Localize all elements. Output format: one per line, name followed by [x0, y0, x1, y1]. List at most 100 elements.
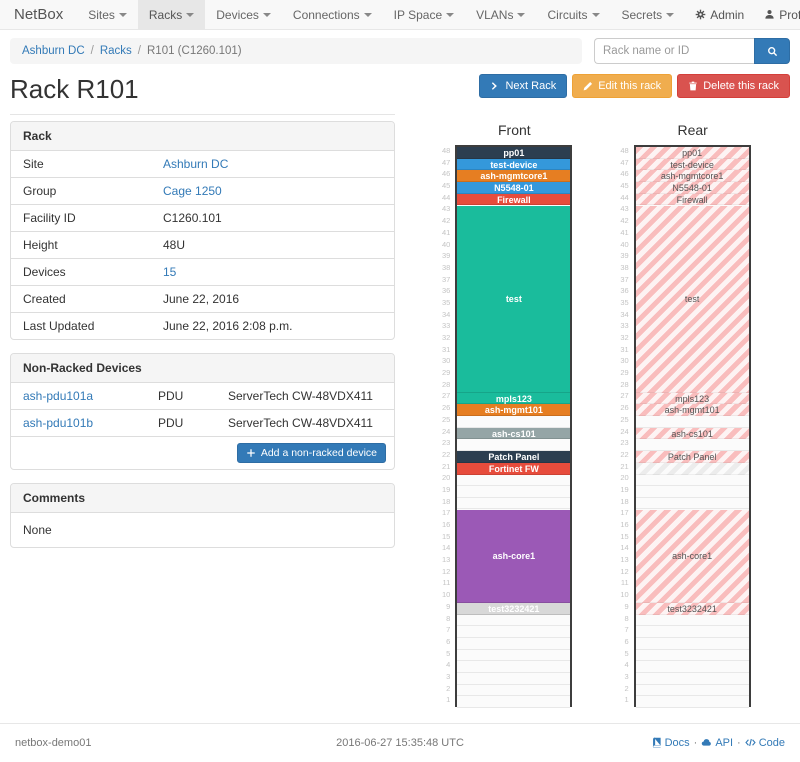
- rack-device-test[interactable]: test: [635, 205, 749, 393]
- next-rack-button[interactable]: Next Rack: [479, 74, 568, 98]
- rack-device-n5548-01[interactable]: N5548-01: [635, 182, 749, 194]
- rack-device-mpls123[interactable]: mpls123: [457, 392, 571, 405]
- empty-unit-slot[interactable]: [635, 661, 749, 673]
- empty-unit-slot[interactable]: [635, 637, 749, 650]
- rack-device-pp01[interactable]: pp01: [457, 147, 571, 159]
- empty-unit-slot[interactable]: [457, 637, 571, 650]
- rack-info-panel-title: Rack: [11, 122, 394, 151]
- attribute-value: 48U: [151, 231, 394, 259]
- empty-unit-slot[interactable]: [635, 614, 749, 627]
- empty-unit-slot[interactable]: [635, 439, 749, 451]
- brand[interactable]: NetBox: [14, 6, 64, 23]
- unit-number: 32: [441, 333, 451, 342]
- trash-icon: [688, 81, 698, 91]
- empty-unit-slot[interactable]: [457, 614, 571, 627]
- empty-unit-slot[interactable]: [635, 672, 749, 685]
- unit-number: 37: [620, 274, 629, 284]
- rack-device-n5548-01[interactable]: N5548-01: [457, 182, 571, 194]
- rack-device-test-device[interactable]: test-device: [635, 158, 749, 171]
- nav-admin[interactable]: Admin: [685, 0, 754, 29]
- comments-panel: Comments None: [10, 483, 395, 548]
- footer-link-code[interactable]: Code: [745, 737, 785, 749]
- search-input[interactable]: [594, 38, 754, 64]
- empty-unit-slot[interactable]: [635, 415, 749, 428]
- breadcrumb-item[interactable]: Racks: [99, 45, 132, 57]
- rack-device-test[interactable]: test: [457, 205, 571, 393]
- breadcrumb-item[interactable]: Ashburn DC: [22, 45, 85, 57]
- nav-item-circuits[interactable]: Circuits: [536, 0, 610, 29]
- rack-device-ash-mgmtcore1[interactable]: ash-mgmtcore1: [457, 170, 571, 183]
- unit-number: 37: [441, 274, 451, 284]
- device-name-link[interactable]: ash-pdu101b: [11, 409, 146, 436]
- empty-unit-slot[interactable]: [635, 684, 749, 697]
- nav-item-ip-space[interactable]: IP Space: [383, 0, 465, 29]
- rack-device-ash-cs101[interactable]: ash-cs101: [457, 427, 571, 440]
- rack-device-firewall[interactable]: Firewall: [635, 193, 749, 206]
- rack-device-ash-cs101[interactable]: ash-cs101: [635, 427, 749, 440]
- unit-number: 31: [441, 344, 451, 354]
- attribute-value[interactable]: 15: [151, 258, 394, 286]
- rack-device-test3232421[interactable]: test3232421: [635, 603, 749, 615]
- rack-device-patch-panel[interactable]: Patch Panel: [457, 451, 571, 463]
- rack-device-test3232421[interactable]: test3232421: [457, 603, 571, 615]
- unit-number: 7: [446, 625, 451, 635]
- unit-number: 34: [441, 309, 451, 319]
- rack-device-ash-mgmt101[interactable]: ash-mgmt101: [457, 404, 571, 417]
- empty-unit-slot[interactable]: [635, 696, 749, 708]
- delete-this-rack-button[interactable]: Delete this rack: [677, 74, 790, 98]
- nav-item-connections[interactable]: Connections: [282, 0, 383, 29]
- empty-unit-slot[interactable]: [457, 661, 571, 673]
- search-button[interactable]: [754, 38, 790, 64]
- attribute-label: Facility ID: [11, 204, 151, 232]
- footer-link-docs[interactable]: Docs: [651, 737, 690, 749]
- empty-unit-slot[interactable]: [457, 649, 571, 662]
- empty-unit-slot[interactable]: [457, 684, 571, 697]
- rack-device-firewall[interactable]: Firewall: [457, 193, 571, 206]
- rack-device-fortinet-fw[interactable]: Fortinet FW: [457, 462, 571, 475]
- nav-profile[interactable]: Profile: [754, 0, 800, 29]
- rack-device-pp01[interactable]: pp01: [635, 147, 749, 159]
- add-non-racked-device-button[interactable]: Add a non-racked device: [236, 443, 386, 463]
- rack-device-test-device[interactable]: test-device: [457, 158, 571, 171]
- unit-number: 12: [441, 566, 451, 576]
- nav-user-menu: AdminProfileLog out: [685, 0, 800, 29]
- chevron-down-icon: [666, 12, 675, 17]
- attribute-value[interactable]: Cage 1250: [151, 177, 394, 205]
- empty-unit-slot[interactable]: [635, 485, 749, 498]
- nav-item-devices[interactable]: Devices: [205, 0, 282, 29]
- empty-unit-slot[interactable]: [457, 696, 571, 708]
- edit-this-rack-button[interactable]: Edit this rack: [572, 74, 673, 98]
- rack-device-ash-mgmtcore1[interactable]: ash-mgmtcore1: [635, 170, 749, 183]
- unit-number: 12: [620, 566, 629, 576]
- table-row: Site Ashburn DC: [11, 151, 394, 178]
- footer-hostname: netbox-demo01: [15, 736, 92, 749]
- unit-number: 39: [620, 251, 629, 261]
- rack-device-ash-core1[interactable]: ash-core1: [457, 509, 571, 604]
- rack-device-unnamed[interactable]: [635, 462, 749, 475]
- nav-item-sites[interactable]: Sites: [77, 0, 138, 29]
- rack-device-ash-mgmt101[interactable]: ash-mgmt101: [635, 404, 749, 417]
- empty-unit-slot[interactable]: [635, 626, 749, 638]
- rack-device-mpls123[interactable]: mpls123: [635, 392, 749, 405]
- empty-unit-slot[interactable]: [635, 497, 749, 510]
- empty-unit-slot[interactable]: [457, 439, 571, 451]
- nav-item-secrets[interactable]: Secrets: [611, 0, 686, 29]
- rack-device-ash-core1[interactable]: ash-core1: [635, 509, 749, 604]
- nav-item-racks[interactable]: Racks: [137, 0, 206, 29]
- empty-unit-slot[interactable]: [635, 474, 749, 486]
- empty-unit-slot[interactable]: [457, 497, 571, 510]
- footer-link-api[interactable]: API: [701, 737, 733, 749]
- empty-unit-slot[interactable]: [635, 649, 749, 662]
- rack-device-patch-panel[interactable]: Patch Panel: [635, 451, 749, 463]
- attribute-value[interactable]: Ashburn DC: [163, 157, 229, 171]
- empty-unit-slot[interactable]: [457, 415, 571, 428]
- empty-unit-slot[interactable]: [457, 672, 571, 685]
- non-racked-panel-footer: Add a non-racked device: [11, 436, 394, 469]
- device-name-link[interactable]: ash-pdu101a: [23, 389, 94, 403]
- empty-unit-slot[interactable]: [457, 485, 571, 498]
- breadcrumb-item: R101 (C1260.101): [147, 45, 242, 57]
- empty-unit-slot[interactable]: [457, 474, 571, 486]
- footer-link-label: Docs: [664, 736, 690, 749]
- nav-item-vlans[interactable]: VLANs: [465, 0, 536, 29]
- empty-unit-slot[interactable]: [457, 626, 571, 638]
